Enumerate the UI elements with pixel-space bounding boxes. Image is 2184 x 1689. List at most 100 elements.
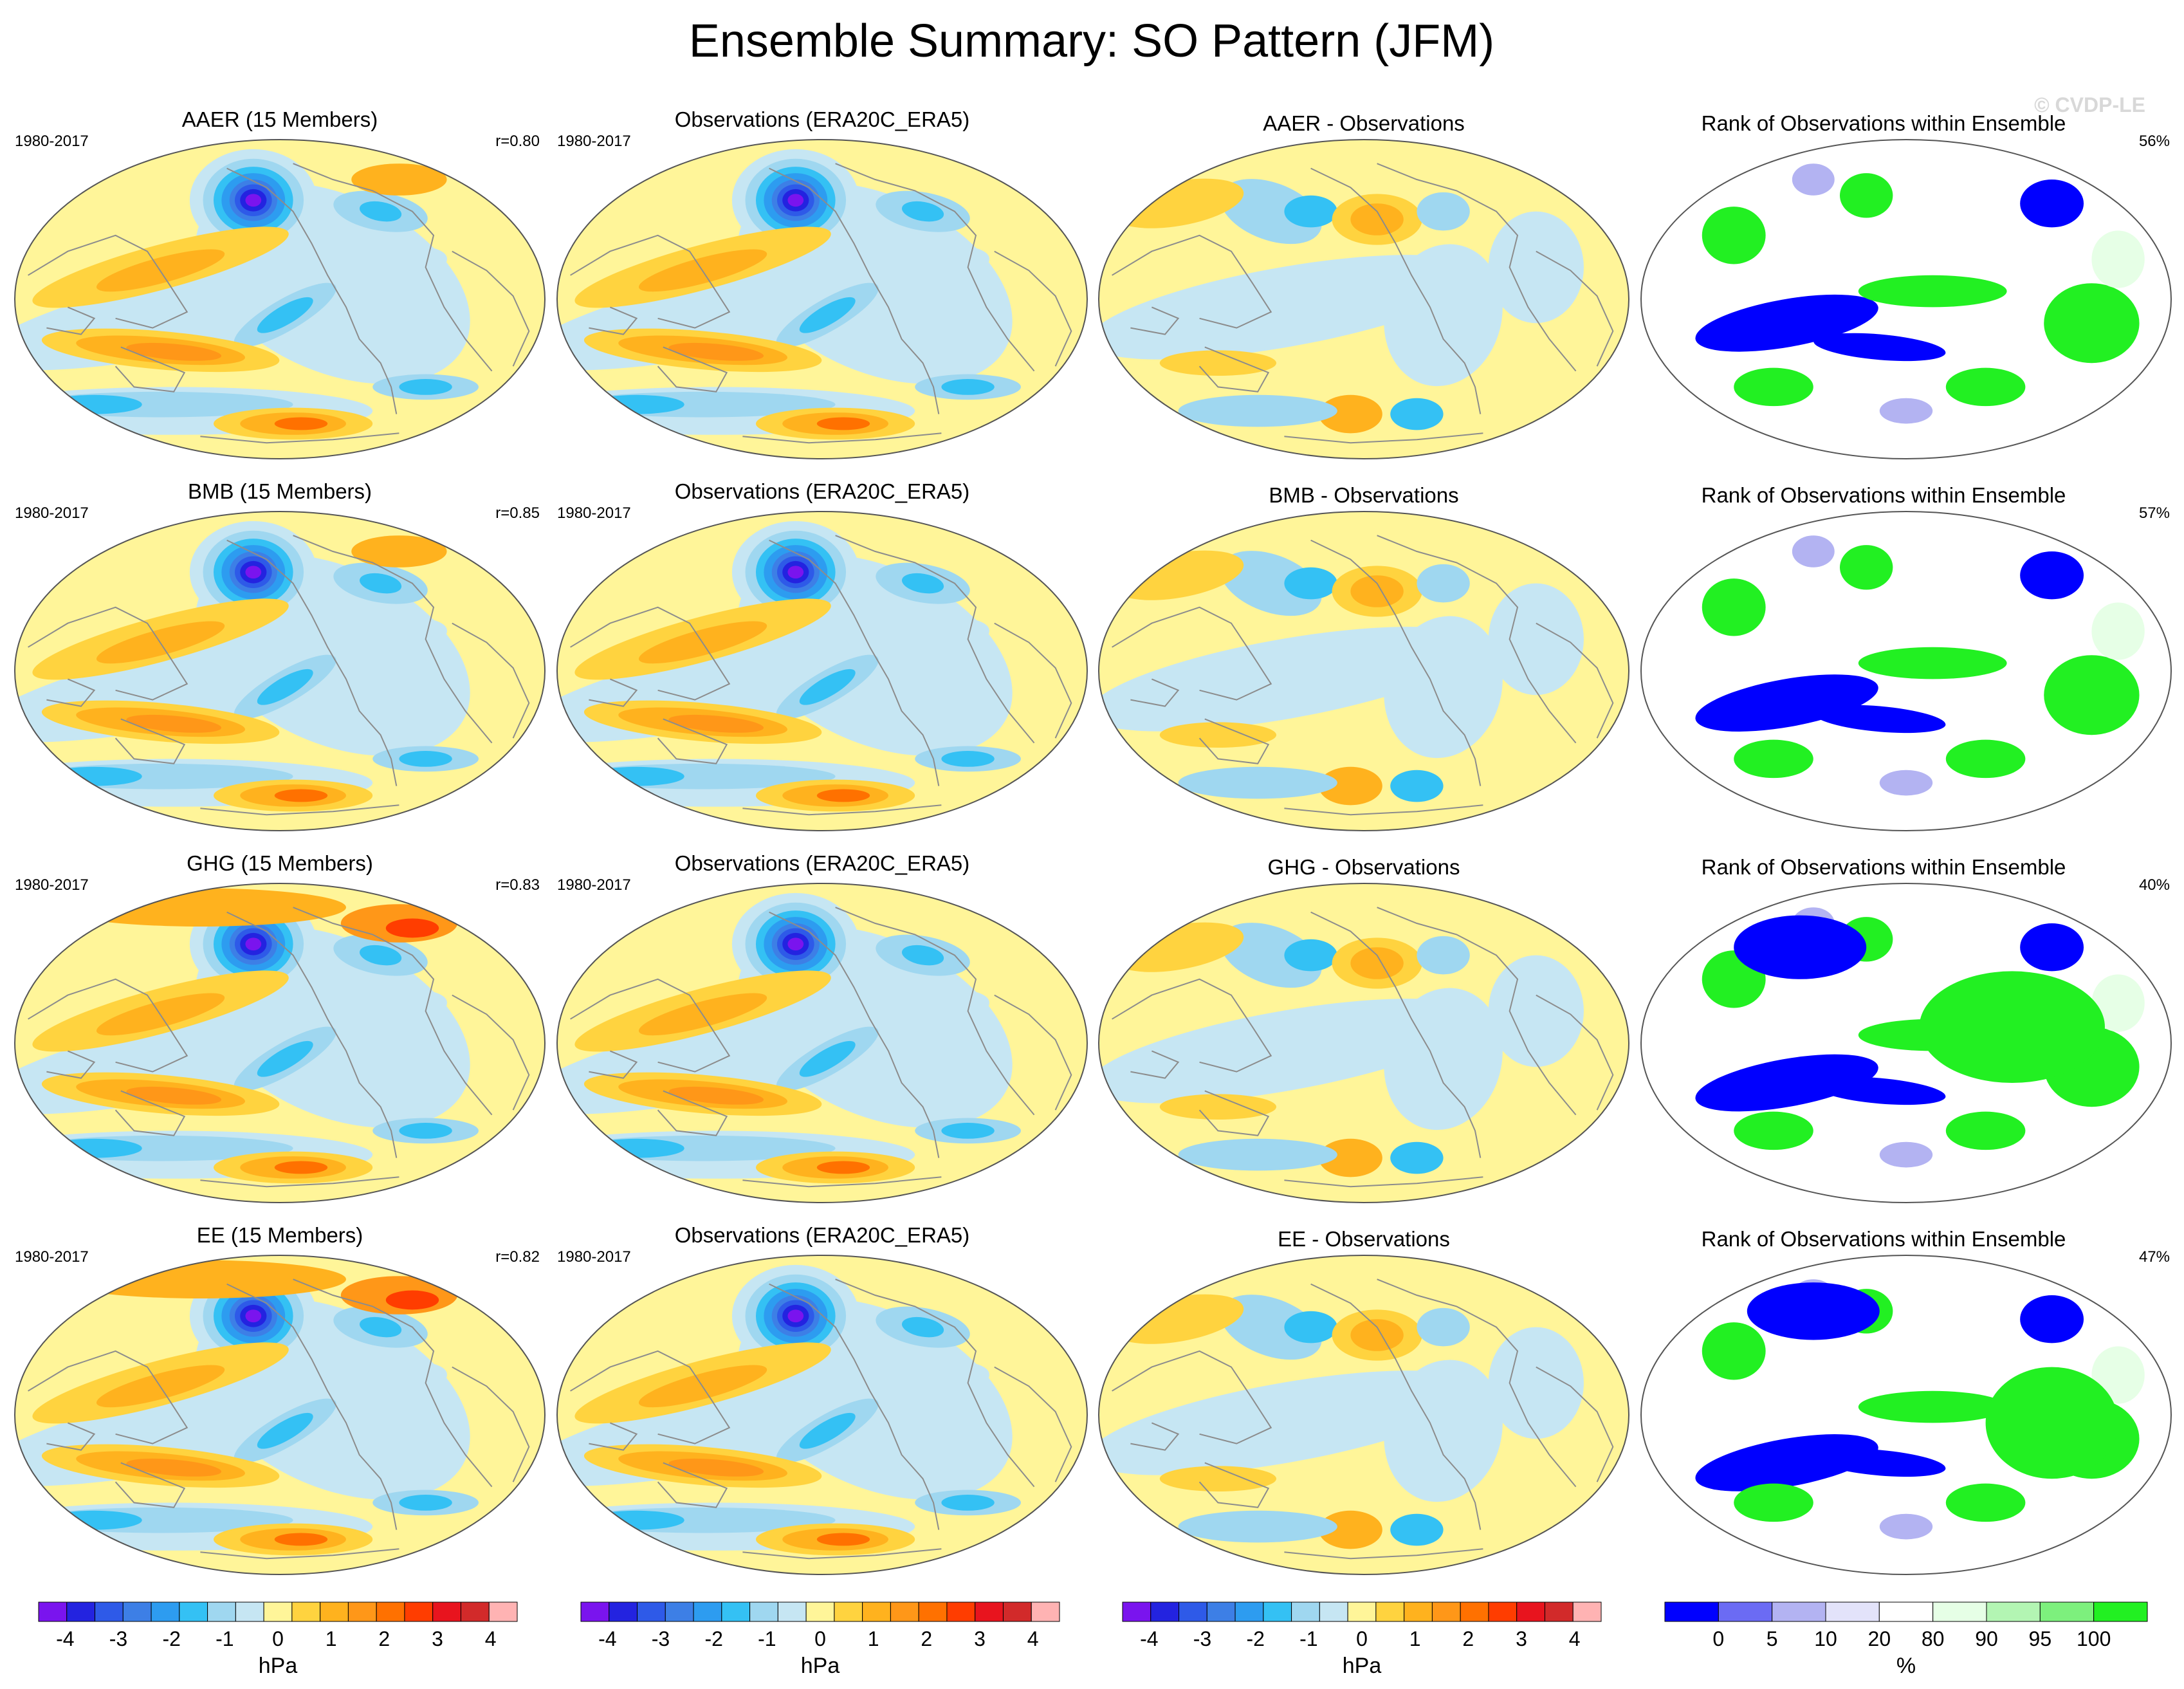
colorbar-swatch bbox=[609, 1601, 638, 1622]
map-field bbox=[1099, 140, 1629, 459]
colorbar-tick-label: -3 bbox=[652, 1627, 670, 1650]
panel-diff-ghg: GHG - Observations bbox=[1098, 855, 1629, 1203]
colorbar-unit-label: % bbox=[1896, 1654, 1916, 1678]
colorbar-tick-label: -2 bbox=[1246, 1627, 1264, 1650]
panel-title: AAER - Observations bbox=[1263, 111, 1465, 135]
map-field bbox=[1099, 1255, 1629, 1574]
colorbar-tick-label: -3 bbox=[1193, 1627, 1211, 1650]
colorbar-swatch bbox=[918, 1601, 948, 1622]
colorbar-swatch bbox=[1206, 1601, 1236, 1622]
colorbar-swatch bbox=[2039, 1601, 2095, 1622]
period-label: 1980-2017 bbox=[15, 133, 89, 150]
colorbar-swatch bbox=[1263, 1601, 1292, 1622]
colorbar-swatch bbox=[1544, 1601, 1574, 1622]
rank-percent: 56% bbox=[2139, 133, 2170, 150]
colorbar-swatch bbox=[1375, 1601, 1405, 1622]
colorbar-tick-label: 80 bbox=[1922, 1627, 1945, 1650]
globe-outline bbox=[556, 511, 1088, 831]
panel-title: Rank of Observations within Ensemble bbox=[1702, 111, 2066, 135]
colorbar-swatch bbox=[890, 1601, 919, 1622]
map-field bbox=[1099, 512, 1629, 831]
map-field bbox=[15, 512, 545, 831]
colorbar-swatch bbox=[805, 1601, 835, 1622]
colorbar-tick-label: 4 bbox=[1027, 1627, 1039, 1650]
colorbar-tick-label: 3 bbox=[432, 1627, 443, 1650]
panel-diff-ee: EE - Observations bbox=[1098, 1227, 1629, 1575]
panel-obs-ee: Observations (ERA20C_ERA5) 1980-2017 bbox=[556, 1223, 1088, 1575]
globe-outline bbox=[14, 1255, 546, 1575]
period-label: 1980-2017 bbox=[15, 1248, 89, 1266]
colorbar-swatch bbox=[1122, 1601, 1152, 1622]
colorbar-swatch bbox=[1772, 1601, 1826, 1622]
colorbar-tick-label: 0 bbox=[1356, 1627, 1368, 1650]
colorbar-swatch bbox=[1031, 1601, 1060, 1622]
panel-model-ee: EE (15 Members) 1980-2017 r=0.82 bbox=[14, 1223, 546, 1575]
colorbar-tick-label: 1 bbox=[1409, 1627, 1421, 1650]
globe-outline bbox=[556, 883, 1088, 1203]
colorbar-tick-label: -1 bbox=[758, 1627, 776, 1650]
colorbar-tick-label: -3 bbox=[109, 1627, 127, 1650]
colorbar-tick-label: -4 bbox=[1140, 1627, 1158, 1650]
globe-outline bbox=[1640, 883, 2172, 1203]
colorbar-tick-label: 10 bbox=[1814, 1627, 1837, 1650]
panel-title: BMB - Observations bbox=[1269, 483, 1458, 507]
colorbar-swatch bbox=[721, 1601, 751, 1622]
map-field bbox=[557, 883, 1087, 1203]
colorbar-swatch bbox=[179, 1601, 208, 1622]
colorbar-swatch bbox=[862, 1601, 891, 1622]
panel-title: GHG - Observations bbox=[1268, 855, 1460, 879]
period-label: 1980-2017 bbox=[557, 876, 631, 894]
period-label: 1980-2017 bbox=[557, 133, 631, 150]
hpa-colorbar-1: -4 -3 -2 -1 0 1 2 3 4 hPa bbox=[38, 1601, 518, 1678]
globe-outline bbox=[1098, 883, 1629, 1203]
colorbar-tick-label: 5 bbox=[1766, 1627, 1778, 1650]
colorbar-swatch bbox=[834, 1601, 863, 1622]
panel-title: Observations (ERA20C_ERA5) bbox=[675, 107, 970, 131]
colorbar-swatch bbox=[404, 1601, 434, 1622]
globe-outline bbox=[1640, 139, 2172, 459]
colorbar-swatch bbox=[347, 1601, 377, 1622]
colorbar-swatch bbox=[1488, 1601, 1518, 1622]
rank-percent: 40% bbox=[2139, 876, 2170, 894]
colorbar-swatch bbox=[1002, 1601, 1032, 1622]
map-field bbox=[557, 1255, 1087, 1574]
colorbar-swatch bbox=[693, 1601, 722, 1622]
colorbar-swatch bbox=[1718, 1601, 1773, 1622]
map-field bbox=[1641, 512, 2171, 831]
colorbar-swatch bbox=[580, 1601, 610, 1622]
colorbar-swatch bbox=[1516, 1601, 1545, 1622]
colorbar-tick-label: 0 bbox=[1712, 1627, 1724, 1650]
panel-title: BMB (15 Members) bbox=[188, 479, 372, 503]
colorbar-swatch bbox=[1150, 1601, 1180, 1622]
map-field bbox=[557, 512, 1087, 831]
colorbar-swatch bbox=[38, 1601, 68, 1622]
globe-outline bbox=[1640, 1255, 2172, 1575]
colorbar-swatch bbox=[66, 1601, 96, 1622]
map-field bbox=[1099, 883, 1629, 1203]
colorbar-swatch bbox=[975, 1601, 1004, 1622]
panel-model-aaer: AAER (15 Members) 1980-2017 r=0.80 bbox=[14, 107, 546, 459]
panel-title: Rank of Observations within Ensemble bbox=[1702, 855, 2066, 879]
colorbar-swatch bbox=[1234, 1601, 1264, 1622]
globe-outline bbox=[14, 139, 546, 459]
panel-diff-aaer: AAER - Observations bbox=[1098, 111, 1629, 459]
colorbar-swatch bbox=[637, 1601, 666, 1622]
panel-rank-bmb: Rank of Observations within Ensemble 57% bbox=[1640, 483, 2172, 831]
panel-title: EE - Observations bbox=[1278, 1227, 1450, 1251]
panel-rank-ee: Rank of Observations within Ensemble 47% bbox=[1640, 1227, 2172, 1575]
panel-obs-bmb: Observations (ERA20C_ERA5) 1980-2017 bbox=[556, 479, 1088, 831]
panel-model-bmb: BMB (15 Members) 1980-2017 r=0.85 bbox=[14, 479, 546, 831]
correlation-label: r=0.80 bbox=[495, 133, 540, 150]
colorbar-tick-label: 0 bbox=[272, 1627, 284, 1650]
colorbar-tick-label: 20 bbox=[1868, 1627, 1891, 1650]
colorbar-swatch bbox=[291, 1601, 321, 1622]
period-label: 1980-2017 bbox=[15, 876, 89, 894]
hpa-colorbar-3: -4 -3 -2 -1 0 1 2 3 4 hPa bbox=[1122, 1601, 1602, 1678]
colorbar-tick-label: 2 bbox=[1462, 1627, 1474, 1650]
colorbar-swatch bbox=[1664, 1601, 1719, 1622]
colorbar-swatch bbox=[1431, 1601, 1461, 1622]
panel-obs-ghg: Observations (ERA20C_ERA5) 1980-2017 bbox=[556, 851, 1088, 1203]
panel-diff-bmb: BMB - Observations bbox=[1098, 483, 1629, 831]
period-label: 1980-2017 bbox=[557, 504, 631, 522]
globe-outline bbox=[1098, 139, 1629, 459]
